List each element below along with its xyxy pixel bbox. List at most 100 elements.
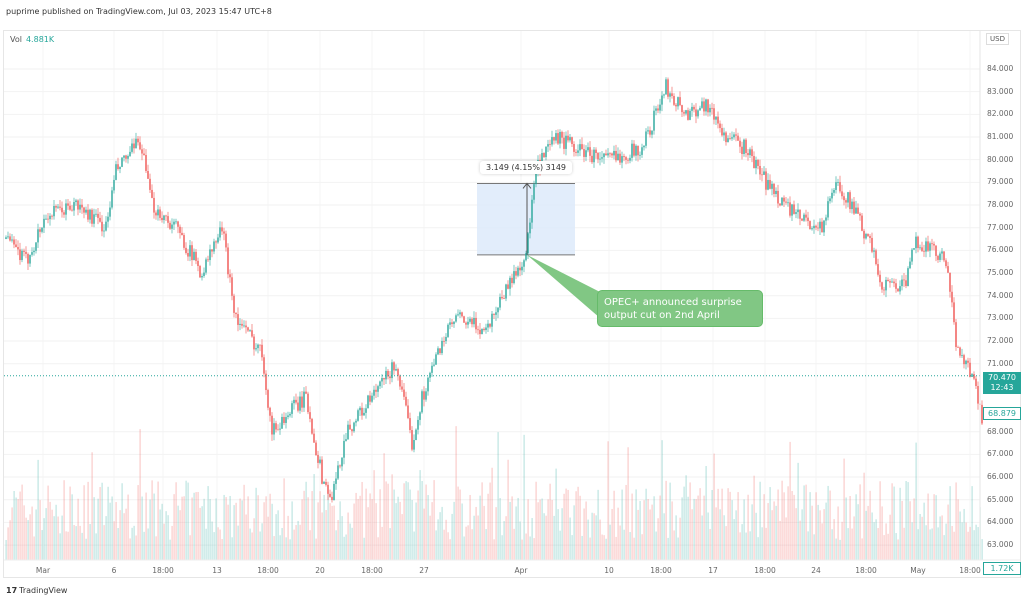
candle bbox=[647, 130, 649, 132]
candle bbox=[583, 149, 585, 157]
candle bbox=[191, 245, 193, 261]
volume-bar bbox=[981, 539, 983, 560]
candle bbox=[333, 483, 335, 501]
candle bbox=[293, 399, 295, 404]
volume-bar bbox=[653, 496, 655, 560]
candle bbox=[545, 146, 547, 158]
candle bbox=[285, 417, 287, 423]
candle bbox=[487, 323, 489, 328]
volume-bar bbox=[821, 523, 823, 560]
currency-button[interactable]: USD bbox=[986, 33, 1009, 45]
candle bbox=[829, 198, 831, 202]
candle bbox=[567, 135, 569, 141]
candle bbox=[447, 324, 449, 337]
candle bbox=[873, 250, 875, 252]
candle bbox=[291, 403, 293, 414]
candle bbox=[475, 317, 477, 330]
candle bbox=[535, 171, 537, 185]
candle bbox=[247, 327, 249, 331]
volume-bar bbox=[833, 519, 835, 560]
tradingview-logo[interactable]: 17 TradingView bbox=[6, 586, 67, 595]
candle bbox=[533, 184, 535, 200]
candle bbox=[457, 314, 459, 316]
candle bbox=[375, 389, 377, 392]
candle bbox=[787, 202, 789, 204]
volume-bar bbox=[213, 532, 215, 560]
volume-bar bbox=[101, 482, 103, 560]
volume-bar bbox=[549, 483, 551, 560]
candle bbox=[231, 277, 233, 296]
candle bbox=[327, 484, 329, 494]
volume-bar bbox=[639, 501, 641, 560]
volume-bar bbox=[257, 495, 259, 560]
candle bbox=[641, 147, 643, 155]
volume-bar bbox=[873, 522, 875, 560]
annotation-callout[interactable]: OPEC+ announced surprise output cut on 2n… bbox=[597, 290, 763, 327]
volume-bar bbox=[311, 491, 313, 560]
volume-bar bbox=[765, 527, 767, 560]
volume-bar bbox=[153, 493, 155, 560]
candle bbox=[889, 281, 891, 283]
volume-bar bbox=[273, 536, 275, 560]
candle bbox=[515, 271, 517, 276]
candle bbox=[657, 108, 659, 111]
volume-bar bbox=[679, 517, 681, 560]
volume-bar bbox=[801, 509, 803, 560]
price-tick: 74.000 bbox=[987, 290, 1014, 300]
candle bbox=[347, 424, 349, 440]
volume-bar bbox=[839, 539, 841, 560]
volume-bar bbox=[905, 481, 907, 560]
candle bbox=[931, 243, 933, 245]
price-tick: 71.000 bbox=[987, 358, 1014, 368]
volume-bar bbox=[785, 517, 787, 560]
volume-bar bbox=[567, 489, 569, 560]
volume-bar bbox=[301, 499, 303, 560]
candle bbox=[899, 286, 901, 292]
volume-bar bbox=[221, 539, 223, 560]
bar-countdown: 12:43 bbox=[990, 383, 1014, 392]
volume-bar bbox=[589, 537, 591, 560]
volume-bar bbox=[479, 495, 481, 560]
candle bbox=[45, 218, 47, 220]
volume-bar bbox=[469, 494, 471, 560]
volume-bar bbox=[15, 497, 17, 560]
candle bbox=[325, 481, 327, 485]
candle bbox=[453, 321, 455, 325]
candle bbox=[685, 110, 687, 114]
candle bbox=[951, 291, 953, 303]
volume-bar bbox=[163, 523, 165, 560]
candle bbox=[33, 250, 35, 253]
volume-bar bbox=[657, 518, 659, 560]
price-tick: 76.000 bbox=[987, 245, 1014, 255]
candle bbox=[915, 236, 917, 249]
volume-bar bbox=[517, 497, 519, 560]
candle bbox=[23, 250, 25, 252]
volume-bar bbox=[291, 501, 293, 560]
volume-bar bbox=[519, 521, 521, 560]
volume-bar bbox=[671, 501, 673, 560]
volume-bar bbox=[55, 504, 57, 560]
time-tick: 18:00 bbox=[361, 566, 383, 575]
candle bbox=[771, 183, 773, 189]
volume-bar bbox=[521, 539, 523, 560]
volume-bar bbox=[693, 498, 695, 560]
volume-bar bbox=[625, 484, 627, 560]
candle bbox=[529, 222, 531, 234]
volume-bar bbox=[609, 524, 611, 560]
candle bbox=[11, 239, 13, 241]
candle bbox=[637, 145, 639, 156]
volume-bar bbox=[977, 527, 979, 560]
candle bbox=[777, 190, 779, 204]
candle bbox=[617, 153, 619, 161]
candle bbox=[255, 348, 257, 350]
volume-bar bbox=[677, 537, 679, 560]
volume-bar bbox=[953, 531, 955, 560]
candle bbox=[211, 249, 213, 252]
volume-bar bbox=[859, 484, 861, 560]
volume-bar bbox=[111, 496, 113, 560]
candle bbox=[359, 407, 361, 411]
volume-bar bbox=[721, 488, 723, 560]
candle bbox=[929, 243, 931, 251]
volume-bar bbox=[495, 507, 497, 560]
